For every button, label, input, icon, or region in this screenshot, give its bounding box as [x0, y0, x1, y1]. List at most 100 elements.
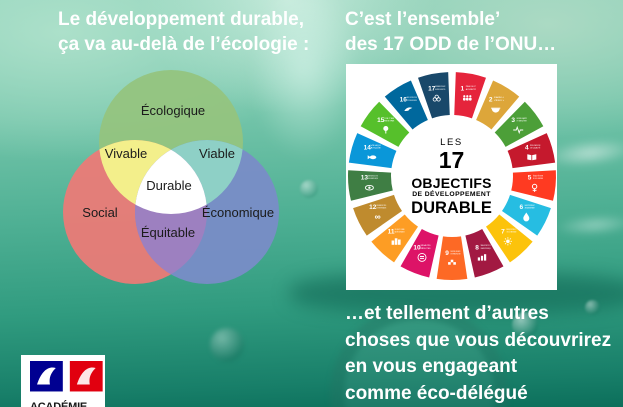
sdg-title-4: ÉDUCATION — [530, 144, 540, 147]
city-icon — [391, 238, 401, 245]
infinity-icon: ∞ — [375, 211, 381, 221]
closing-line3: en vous engageant — [345, 356, 518, 377]
sdg-segment-4 — [507, 133, 556, 169]
sdg-number-16: 16 — [400, 96, 408, 103]
sdg-title-14: ATIQUE — [371, 147, 382, 150]
sdg-segment-16 — [384, 80, 428, 130]
sdg-title-2: FAIM « — [494, 96, 505, 99]
logo-name-line1: ACADÉMIE — [30, 400, 88, 407]
tree-icon — [383, 126, 389, 134]
sdg-title-7: ’UN COÛT ABORDABLE — [506, 231, 516, 234]
sdg-title-10: RÉDUITES — [421, 247, 431, 250]
sustainability-venn-diagram: Écologique Vivable Viable Durable Social… — [48, 62, 293, 284]
sdg-title-12: UCTION RESPONSABLES — [376, 206, 386, 209]
sdg-title-1: PAS DE P — [466, 85, 477, 88]
sdg-number-14: 14 — [364, 144, 372, 151]
closing-line1: …et tellement d’autres — [345, 303, 549, 324]
sun-icon — [503, 237, 512, 246]
sdg-title-1: AUVRETÉ — [466, 88, 477, 91]
sdg-segment-5 — [511, 170, 557, 201]
sdg-number-4: 4 — [525, 144, 529, 151]
right-heading: C’est l’ensemble’ des 17 ODD de l’ONU… — [345, 7, 556, 57]
closing-text: …et tellement d’autres choses que vous d… — [345, 301, 611, 407]
right-heading-line2: des 17 ODD de l’ONU… — [345, 34, 557, 55]
venn-label-viable: Viable — [199, 146, 235, 161]
sdg-number-10: 10 — [413, 244, 421, 251]
sdg-title-8: OISSANCE ÉCONOMIQUE — [481, 247, 491, 250]
sdg-segment-8 — [465, 229, 504, 278]
sdg-title-11: VILLES ET COMMU — [395, 229, 405, 231]
equality-icon — [417, 252, 427, 262]
dove-icon — [404, 107, 413, 111]
gender-icon — [531, 183, 538, 192]
venn-center-durable — [135, 140, 207, 214]
sdg-number-1: 1 — [460, 85, 464, 92]
venn-label-vivable: Vivable — [105, 146, 147, 161]
sdg-title-16: PAIX, JUSTICE ET INS — [407, 96, 417, 99]
sdg-number-5: 5 — [528, 175, 532, 182]
sdg-number-11: 11 — [388, 228, 395, 235]
sdg-segment-15 — [360, 101, 410, 147]
sdg-number-3: 3 — [511, 117, 515, 124]
sdg-number-15: 15 — [377, 117, 385, 124]
sdg-title-13: MESURES RELATIVES À LA LUTTE CON — [368, 175, 378, 178]
sdg-wheel-image: 1 PAS DE P AUVRETÉ 2 FAIM « ZÉRO » 3 BONNE SAN… — [346, 64, 557, 290]
sdg-segment-17 — [418, 72, 450, 119]
eye-icon — [364, 184, 374, 191]
sdg-segment-3 — [494, 101, 544, 147]
sdg-title-10: INÉGALITÉS — [421, 244, 431, 247]
sdg-title-5: ÉGALITÉ ENTR — [533, 175, 543, 178]
venn-label-equitable: Équitable — [141, 225, 195, 240]
heartbeat-icon — [513, 125, 524, 135]
fish-icon — [367, 155, 377, 160]
sdg-title-3: BONNE SANTÉ — [517, 117, 527, 120]
sdg-title-6: ASSAINISSEMENT — [525, 206, 535, 209]
sdg-number-8: 8 — [475, 244, 479, 251]
sdg-title-12: CONSOMMATION ET PROD — [376, 204, 386, 207]
industry-icon — [448, 259, 456, 265]
sdg-number-2: 2 — [489, 96, 493, 103]
sdg-number-12: 12 — [369, 204, 377, 211]
sdg-segment-9 — [436, 236, 468, 280]
sdg-title-14: VIE AQU — [371, 144, 381, 147]
sdg-title-15: VIE TER — [384, 118, 394, 120]
sdg-segment-10 — [400, 229, 439, 278]
svg-text:∞: ∞ — [375, 211, 381, 221]
sdg-title-6: EAU PROPRE ET — [525, 204, 535, 207]
sdg-number-7: 7 — [501, 228, 505, 235]
right-heading-line1: C’est l’ensemble’ — [345, 9, 501, 30]
venn-label-ecologique: Écologique — [141, 103, 205, 118]
sdg-segment-11 — [371, 214, 419, 263]
bowl-icon — [491, 107, 501, 113]
sdg-title-11: NAUTÉS DURABLES — [395, 231, 405, 234]
sdg-title-13: TRE LES CHANGEMENTS CLIMATIQUES — [368, 177, 378, 180]
sdg-title-9: INDUSTRIE, INNOVATIO — [451, 250, 461, 253]
rings-icon — [432, 94, 441, 102]
closing-line4: comme éco-délégué — [345, 382, 528, 404]
sdg-number-9: 9 — [445, 250, 449, 257]
growth-chart-icon — [477, 254, 487, 261]
venn-label-durable: Durable — [146, 178, 192, 193]
sdg-title-2: ZÉRO » — [494, 99, 505, 102]
sdg-segment-12 — [353, 194, 403, 236]
logo-name: ACADÉMIE DE CRÉTEIL — [30, 400, 105, 407]
sdg-segment-7 — [485, 214, 533, 263]
sdg-title-17: PARTENARIATS POUR LA RÉ — [435, 85, 445, 88]
water-drop-icon — [523, 212, 530, 222]
sdg-title-4: DE QUALITÉ — [530, 147, 540, 150]
sdg-title-16: TITUTIONS EFFICACES — [407, 99, 417, 102]
sdg-title-15: RESTRE — [384, 120, 395, 122]
sdg-title-8: TRAVAIL DÉCENT ET CR — [481, 244, 491, 247]
sdg-title-3: ET BIEN-ÊTRE — [517, 119, 527, 122]
sdg-segment-2 — [476, 80, 520, 130]
french-flag-icon — [30, 361, 103, 392]
sdg-segment-14 — [348, 133, 397, 169]
left-heading: Le développement durable, ça va au-delà … — [58, 7, 309, 57]
venn-label-social: Social — [82, 205, 118, 220]
left-heading-line1: Le développement durable, — [58, 9, 304, 30]
sdg-number-13: 13 — [361, 175, 369, 182]
people-icon — [463, 95, 472, 101]
academie-creteil-logo: ACADÉMIE DE CRÉTEIL — [21, 355, 105, 407]
venn-label-economique: Économique — [202, 205, 274, 220]
